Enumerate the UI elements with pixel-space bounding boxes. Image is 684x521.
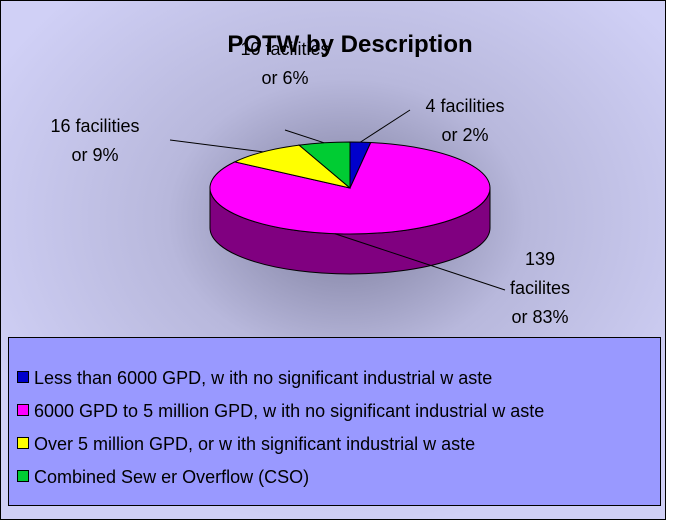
legend-swatch <box>17 470 29 482</box>
data-label-line: facilites <box>510 278 570 298</box>
leader-line <box>360 109 411 143</box>
data-label: 10 facilities or 6% <box>240 39 329 88</box>
data-label-line: or 9% <box>71 145 118 165</box>
legend-box <box>8 337 661 506</box>
data-label-line: or 2% <box>441 125 488 145</box>
data-label-line: 4 facilities <box>425 96 504 116</box>
leader-line <box>334 233 506 291</box>
slice <box>297 141 351 190</box>
legend-label: 6000 GPD to 5 million GPD, w ith no sign… <box>34 401 544 421</box>
data-label-line: 10 facilities <box>240 39 329 59</box>
legend-label: Less than 6000 GPD, w ith no significant… <box>34 368 492 388</box>
legend-label: Over 5 million GPD, or w ith significant… <box>34 434 475 454</box>
data-label: 139 facilites or 83% <box>510 249 570 327</box>
leader-line <box>284 129 325 144</box>
legend-label: Combined Sew er Overflow (CSO) <box>34 467 309 487</box>
legend-swatch <box>17 371 29 383</box>
data-label-line: 16 facilities <box>50 116 139 136</box>
data-label: 4 facilities or 2% <box>425 96 504 145</box>
leader-line <box>169 139 264 153</box>
data-label-line: or 6% <box>261 68 308 88</box>
slice <box>233 144 351 189</box>
chart-title: POTW by Description <box>227 31 472 58</box>
legend-swatch <box>17 404 29 416</box>
legend-swatch <box>17 437 29 449</box>
data-label: 16 facilities or 9% <box>50 116 139 165</box>
data-label-line: or 83% <box>511 307 568 327</box>
data-label-line: 139 <box>525 249 555 269</box>
